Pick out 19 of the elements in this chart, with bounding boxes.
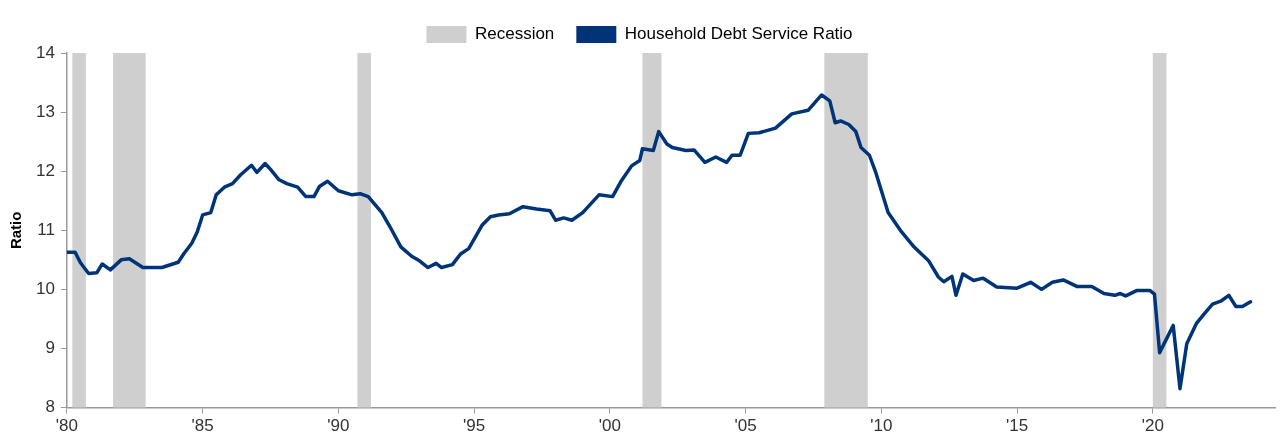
y-tick-label: 9: [45, 338, 55, 358]
y-tick-label: 14: [35, 42, 55, 62]
y-tick-label: 8: [45, 397, 55, 417]
legend-label: Household Debt Service Ratio: [624, 24, 853, 44]
x-tick-label: '80: [55, 416, 78, 436]
x-tick-label: '85: [191, 416, 214, 436]
x-tick-label: '95: [463, 416, 486, 436]
y-tick-label: 11: [37, 219, 55, 239]
legend-label: Recession: [474, 24, 555, 44]
y-tick-label: 13: [35, 101, 55, 121]
x-tick-label: '90: [327, 416, 350, 436]
y-axis-title: Ratio: [7, 211, 25, 250]
y-tick-label: 12: [35, 160, 55, 180]
x-tick-label: '10: [870, 416, 893, 436]
x-tick-label: '20: [1141, 416, 1164, 436]
x-tick-label: '05: [734, 416, 757, 436]
y-tick-label: 10: [35, 279, 55, 299]
x-tick-label: '15: [1006, 416, 1029, 436]
x-tick-label: '00: [598, 416, 621, 436]
